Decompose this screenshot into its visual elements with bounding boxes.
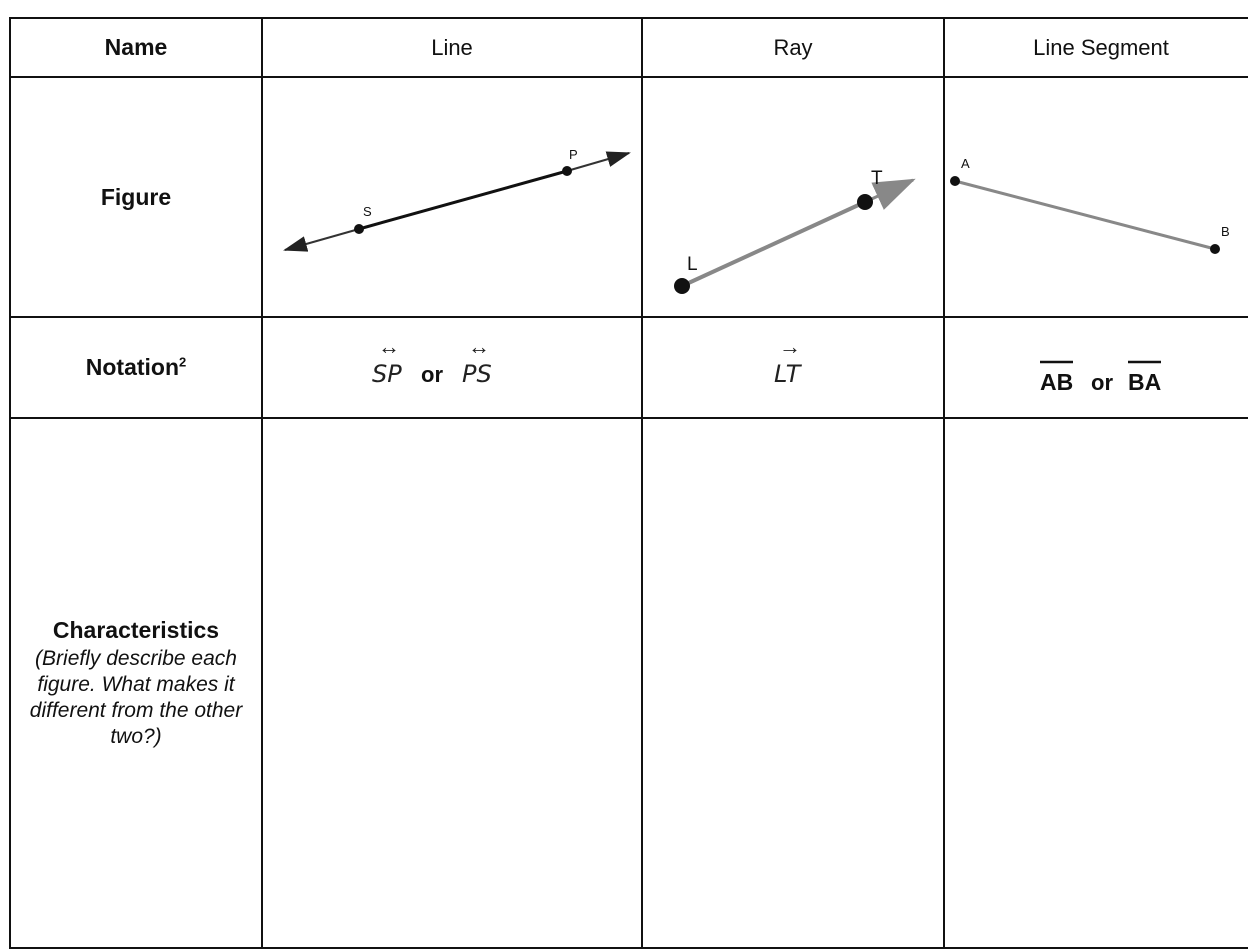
line-symbol-1: ↔ (378, 334, 400, 359)
ray-notation: → LT (774, 334, 803, 388)
line-notation-second: PS (462, 360, 492, 388)
line-notation-cell: ↔ SP or ↔ PS (261, 316, 643, 419)
segment-notation-cell: AB or BA (943, 316, 1248, 419)
ray-column-header: Ray (641, 17, 945, 78)
point-b-label: B (1221, 224, 1230, 239)
notation-row: Notation2 ↔ SP or ↔ PS → LT AB or BA (9, 316, 1248, 419)
line-notation: ↔ SP or ↔ PS (372, 334, 492, 388)
point-a (950, 176, 960, 186)
header-row: Name Line Ray Line Segment (9, 17, 1248, 78)
line-figure-cell: S P (261, 76, 643, 318)
ray-figure: L T (674, 168, 916, 294)
ray-figure-cell: L T (641, 76, 945, 318)
notation-row-label: Notation2 (9, 316, 263, 419)
line-arrow-right (566, 151, 631, 172)
line-notation-first: SP (372, 360, 402, 388)
ray-notation-cell: → LT (641, 316, 945, 419)
top-cut-off-heading (0, 0, 1248, 18)
point-p (562, 166, 572, 176)
ray-body (681, 200, 866, 288)
characteristics-title: Characteristics (52, 616, 220, 643)
figure-row: Figure S P (9, 76, 1248, 318)
ray-characteristics-answer[interactable] (641, 417, 945, 949)
name-header: Name (9, 17, 263, 78)
characteristics-label-cell: Characteristics (Briefly describe each f… (9, 417, 263, 949)
line-column-header: Line (261, 17, 643, 78)
characteristics-instructions: (Briefly describe each figure. What make… (29, 646, 243, 748)
line-body (358, 169, 568, 231)
ray-arrow (864, 178, 916, 210)
ray-symbol: → (779, 334, 801, 359)
point-l-label: L (687, 254, 698, 275)
line-figure: S P (283, 147, 631, 252)
notation-label-text: Notation (85, 354, 180, 380)
point-l (674, 278, 690, 294)
point-b (1210, 244, 1220, 254)
segment-body (954, 179, 1216, 251)
point-p-label: P (569, 147, 578, 162)
segment-notation-second: BA (1128, 369, 1161, 395)
segment-figure-cell: A B (943, 76, 1248, 318)
point-s-label: S (363, 204, 372, 219)
segment-notation-or: or (1091, 370, 1113, 395)
segment-notation: AB or BA (1040, 360, 1161, 395)
segment-notation-first: AB (1040, 369, 1073, 395)
ray-notation-value: LT (774, 360, 803, 388)
segment-characteristics-answer[interactable] (943, 417, 1248, 949)
point-t-label: T (871, 168, 883, 189)
line-symbol-2: ↔ (468, 334, 490, 359)
line-segment-column-header: Line Segment (943, 17, 1248, 78)
figure-row-label: Figure (9, 76, 263, 318)
line-notation-or: or (421, 362, 443, 387)
point-s (354, 224, 364, 234)
point-a-label: A (961, 156, 970, 171)
line-characteristics-answer[interactable] (261, 417, 643, 949)
point-t (857, 194, 873, 210)
notation-footnote-marker: 2 (179, 354, 187, 370)
segment-figure: A B (950, 156, 1230, 254)
line-arrow-left (283, 228, 360, 252)
characteristics-row: Characteristics (Briefly describe each f… (9, 417, 1248, 949)
geometry-table: Name Line Ray Line Segment Figure (9, 17, 1248, 949)
